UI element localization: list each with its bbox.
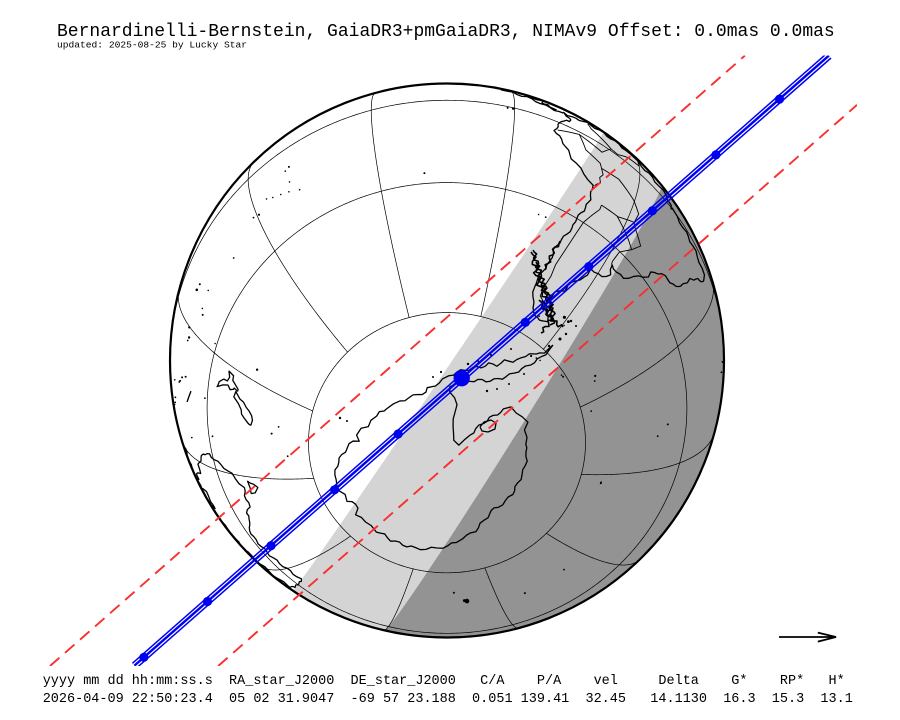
svg-text:Bernardinelli-Bernstein, GaiaD: Bernardinelli-Bernstein, GaiaDR3+pmGaiaD… xyxy=(57,22,835,42)
svg-text:2026-04-09 22:50:23.4 05 02 3: 2026-04-09 22:50:23.4 05 02 31.9047 -69 … xyxy=(43,692,853,707)
svg-text:yyyy mm dd hh:mm:ss.s RA_star: yyyy mm dd hh:mm:ss.s RA_star_J2000 DE_s… xyxy=(43,674,845,689)
svg-text:updated: 2025-08-25 by Lucky S: updated: 2025-08-25 by Lucky Star xyxy=(57,40,247,51)
